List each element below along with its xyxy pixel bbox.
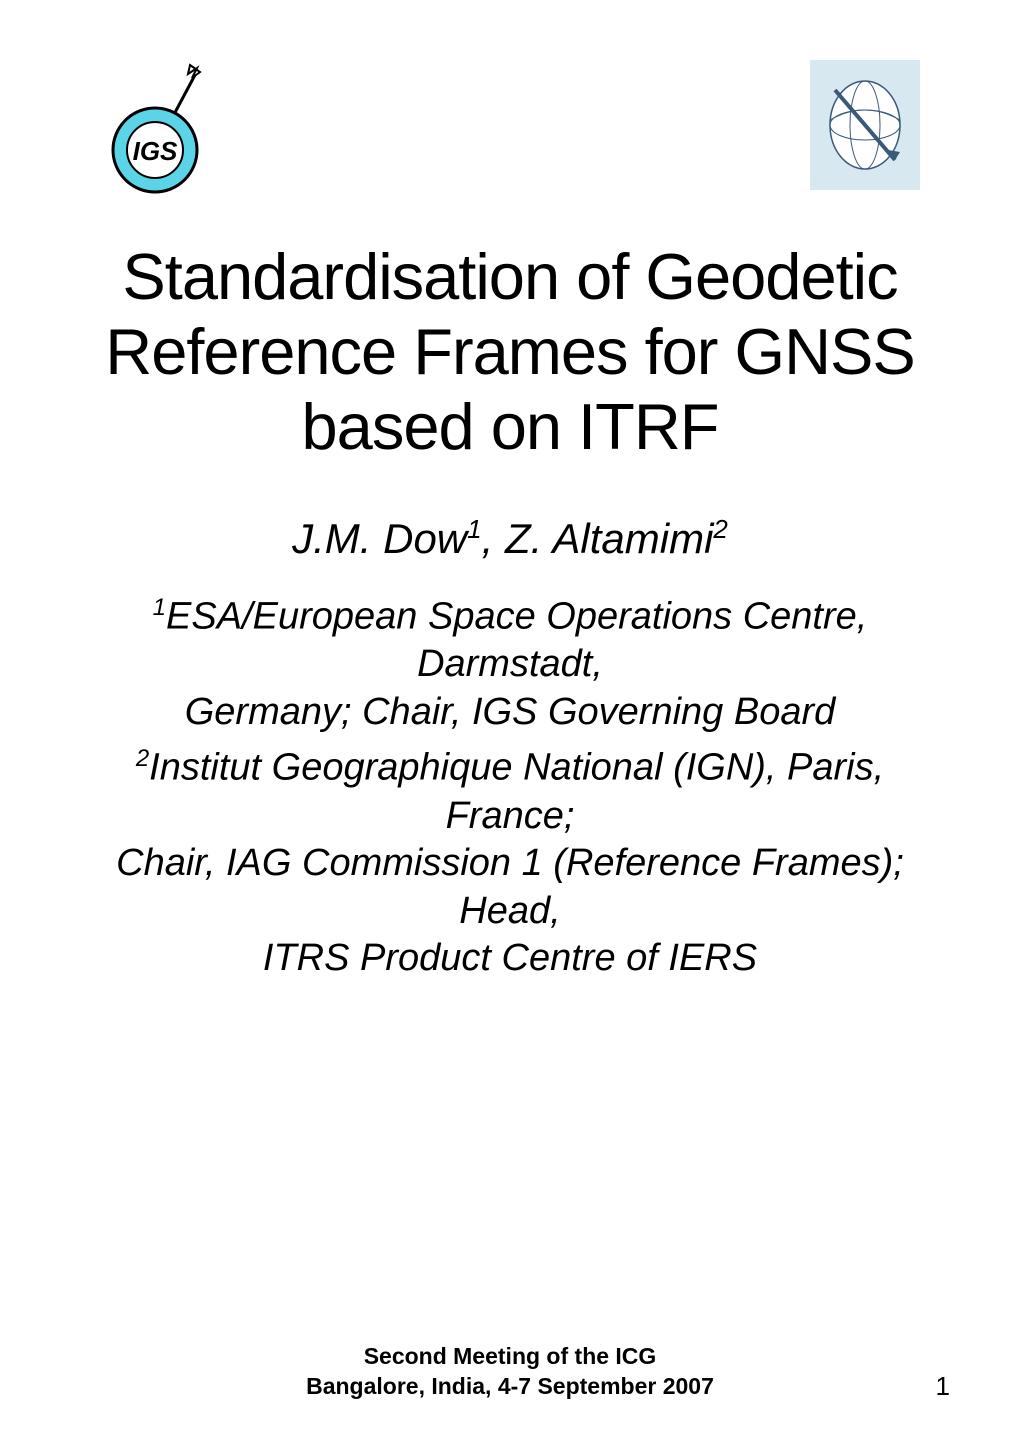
logo-row: IGS [50,60,970,200]
affil-1-line-2: Germany; Chair, IGS Governing Board [185,691,836,733]
affiliation-1: 1ESA/European Space Operations Centre, D… [80,593,940,736]
affiliation-2: 2Institut Geographique National (IGN), P… [80,744,940,982]
footer-line-2: Bangalore, India, 4-7 September 2007 [0,1372,1020,1402]
title-line-1: Standardisation of Geodetic [50,240,970,315]
page-number: 1 [936,1371,950,1402]
affil-2-line-3: ITRS Product Centre of IERS [263,937,757,979]
author-sep: , [482,515,505,562]
affil-2-line-1: Institut Geographique National (IGN), Pa… [149,747,884,837]
authors: J.M. Dow1, Z. Altamimi2 [50,514,970,563]
title-block: Standardisation of Geodetic Reference Fr… [50,240,970,464]
affil-1-line-1: ESA/European Space Operations Centre, Da… [166,596,867,686]
affil-1-sup: 1 [153,594,166,621]
author-1: J.M. Dow [292,515,467,562]
author-1-sup: 1 [467,514,481,544]
affil-2-line-2: Chair, IAG Commission 1 (Reference Frame… [116,842,904,932]
svg-text:IGS: IGS [133,136,178,166]
footer: Second Meeting of the ICG Bangalore, Ind… [0,1342,1020,1402]
author-2: Z. Altamimi [505,515,713,562]
footer-line-1: Second Meeting of the ICG [0,1342,1020,1372]
igs-logo: IGS [100,60,210,200]
affil-2-sup: 2 [136,745,149,772]
iers-logo [810,60,920,190]
title-line-3: based on ITRF [50,390,970,465]
affiliations: 1ESA/European Space Operations Centre, D… [50,593,970,982]
title-line-2: Reference Frames for GNSS [50,315,970,390]
author-2-sup: 2 [713,514,727,544]
